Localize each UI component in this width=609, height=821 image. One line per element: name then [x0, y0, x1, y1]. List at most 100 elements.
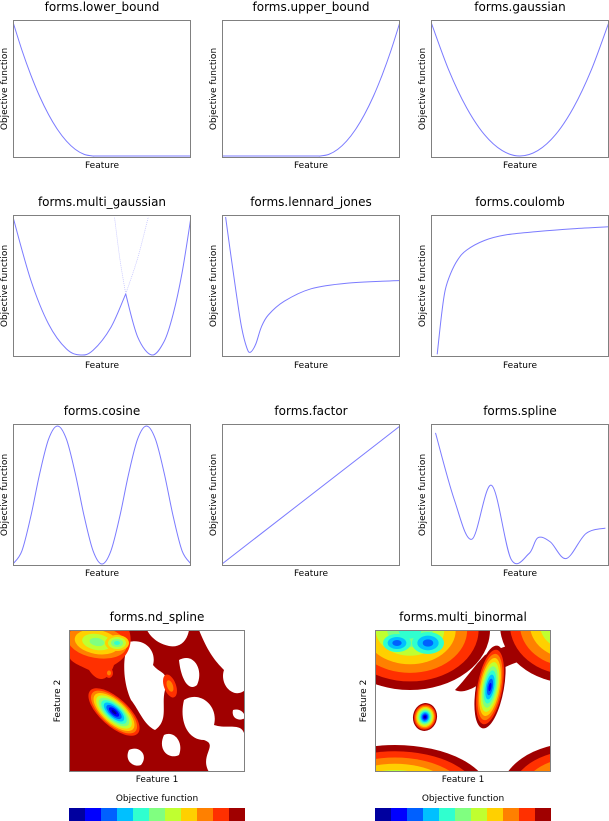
colorbar-bin [85, 808, 101, 821]
contour-level [375, 763, 436, 772]
chart-title: forms.lennard_jones [250, 195, 372, 209]
chart-title: forms.factor [274, 404, 348, 418]
x-axis-label: Feature [84, 569, 120, 579]
axes-frame [222, 20, 400, 158]
plot-area [13, 424, 191, 566]
colorbar-bin [391, 808, 407, 821]
plot-area [13, 20, 191, 158]
curve-line [13, 216, 127, 356]
colorbar-bin [375, 808, 391, 821]
curve-line [225, 216, 400, 353]
y-axis-label: Objective function [418, 453, 428, 537]
y-axis-label: Objective function [0, 244, 10, 328]
contour-level [423, 715, 427, 719]
chart-title: forms.cosine [63, 404, 141, 418]
plot-area [222, 20, 400, 158]
y-axis-label: Feature 2 [359, 679, 369, 723]
axes-frame [69, 630, 245, 772]
curve-line [13, 425, 191, 565]
contour-level [89, 637, 105, 647]
curve-line [125, 216, 191, 356]
axes-frame [431, 424, 609, 566]
contour-level [532, 761, 551, 772]
faint-curve-line [125, 216, 149, 295]
chart-title: forms.multi_binormal [399, 610, 527, 624]
chart-title: forms.nd_spline [109, 610, 205, 624]
colorbar-bin [69, 808, 85, 821]
chart-title: forms.upper_bound [252, 0, 370, 14]
x-axis-label: Feature [502, 361, 538, 371]
y-axis-label: Objective function [0, 453, 10, 537]
plot-area [222, 215, 400, 357]
colorbar-bin [117, 808, 133, 821]
contour-level [111, 709, 117, 715]
axes-frame [13, 20, 191, 158]
curve-line [222, 425, 400, 565]
axes-frame [431, 20, 609, 158]
contour-level [114, 641, 120, 645]
contour-level [392, 640, 402, 646]
plot-area [13, 215, 191, 357]
axes-frame [431, 215, 609, 357]
y-axis-label: Objective function [418, 47, 428, 131]
colorbar-bin [455, 808, 471, 821]
y-axis-label: Objective function [418, 244, 428, 328]
colorbar-bin [471, 808, 487, 821]
contour-level [166, 680, 174, 692]
axes-frame [222, 215, 400, 357]
contour-region [124, 641, 167, 730]
contour-region [161, 733, 181, 757]
colorbar-bin [423, 808, 439, 821]
x-axis-label: Feature [502, 569, 538, 579]
contour-region [127, 748, 144, 766]
colorbar-bin [165, 808, 181, 821]
colorbar-bin [503, 808, 519, 821]
y-axis-label: Objective function [0, 47, 10, 131]
colorbar-bin [407, 808, 423, 821]
contour-level [107, 670, 111, 676]
colorbar-bin [181, 808, 197, 821]
colorbar-bin [149, 808, 165, 821]
chart-title: forms.spline [483, 404, 557, 418]
plot-area [431, 424, 609, 566]
contour-region [199, 630, 245, 694]
x-axis-label: Feature [84, 161, 120, 171]
x-axis-label: Feature 1 [441, 775, 485, 785]
contour-level [540, 630, 551, 645]
colorbar-label: Objective function [421, 794, 505, 804]
colorbar-label: Objective function [115, 794, 199, 804]
contour-plot [375, 630, 551, 772]
y-axis-label: Objective function [209, 453, 219, 537]
curve-line [222, 21, 400, 157]
curve-line [431, 21, 609, 157]
axes-frame [13, 215, 191, 357]
x-axis-label: Feature 1 [135, 775, 179, 785]
colorbar-bin [213, 808, 229, 821]
plot-area [431, 20, 609, 158]
y-axis-label: Objective function [209, 47, 219, 131]
curve-line [435, 432, 606, 565]
chart-title: forms.coulomb [475, 195, 565, 209]
axes-frame [13, 424, 191, 566]
colorbar-bin [535, 808, 551, 821]
x-axis-label: Feature [84, 361, 120, 371]
x-axis-label: Feature [502, 161, 538, 171]
colorbar-bin [439, 808, 455, 821]
x-axis-label: Feature [293, 161, 329, 171]
colorbar-bin [101, 808, 117, 821]
colorbar-bin [197, 808, 213, 821]
curve-line [13, 21, 191, 157]
chart-title: forms.lower_bound [44, 0, 160, 14]
x-axis-label: Feature [293, 361, 329, 371]
contour-region [217, 649, 230, 661]
plot-area [222, 424, 400, 566]
colorbar-bin [229, 808, 245, 821]
contour-region [179, 658, 200, 688]
x-axis-label: Feature [293, 569, 329, 579]
contour-level [488, 682, 492, 692]
curve-line [436, 226, 609, 355]
contour-level [422, 639, 434, 647]
colorbar [69, 808, 245, 821]
contour-plot [69, 630, 245, 772]
contour-region [147, 630, 189, 647]
